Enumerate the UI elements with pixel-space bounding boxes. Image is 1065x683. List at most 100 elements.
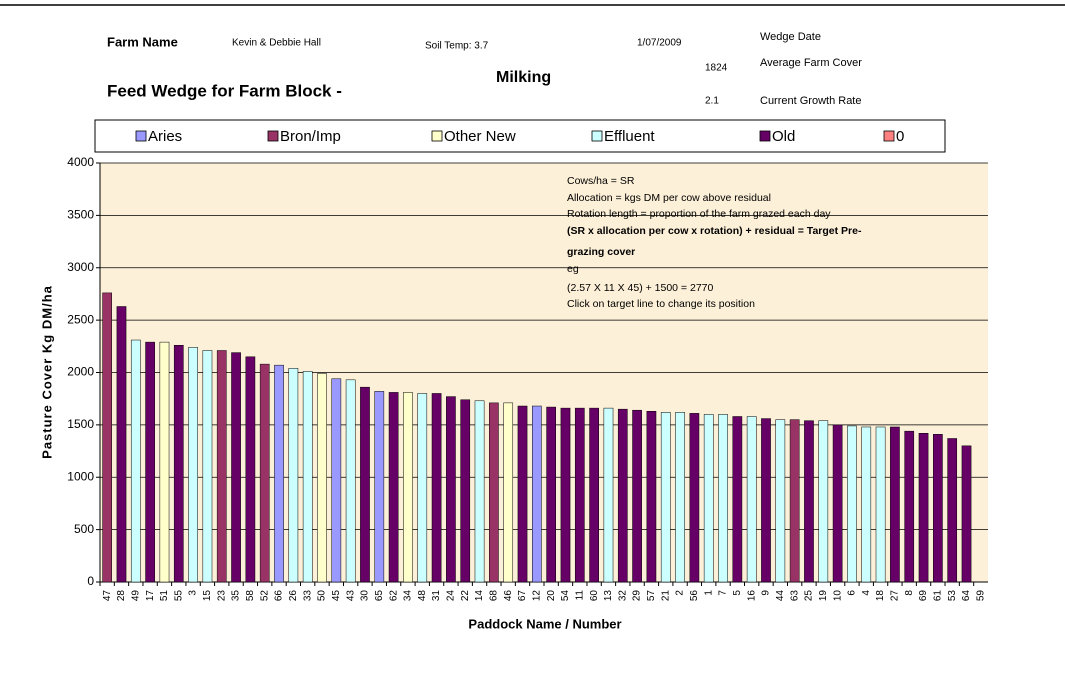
bar — [890, 426, 900, 583]
x-tick-label: 26 — [288, 590, 299, 602]
x-tick-label: 15 — [202, 590, 213, 602]
x-tick-label: 8 — [904, 590, 915, 596]
bar — [789, 419, 800, 583]
bar — [145, 341, 155, 583]
x-tick-label: 28 — [116, 590, 127, 602]
x-tick-label: 22 — [460, 590, 471, 602]
bar — [231, 352, 241, 583]
x-tick-label: 34 — [403, 590, 414, 602]
x-tick-label: 47 — [102, 590, 113, 602]
bar — [632, 409, 642, 583]
x-tick-label: 43 — [345, 590, 356, 602]
bar — [102, 292, 112, 583]
legend-swatch — [431, 130, 443, 142]
y-tick-label: 2000 — [67, 365, 94, 379]
y-tick-label: 3000 — [67, 260, 94, 274]
y-tick-label: 0 — [87, 574, 94, 588]
x-axis-label: Paddock Name / Number — [468, 616, 621, 631]
annotation: grazing cover — [567, 246, 635, 258]
bar — [245, 356, 256, 583]
bar — [374, 391, 385, 583]
x-tick-label: 20 — [546, 590, 557, 602]
annotation: Allocation = kgs DM per cow above residu… — [567, 192, 771, 204]
bar — [460, 399, 471, 583]
x-tick-label: 61 — [933, 590, 944, 602]
bar — [574, 407, 585, 583]
bar — [775, 419, 786, 583]
x-tick-label: 16 — [746, 590, 757, 602]
growth-rate-label: Current Growth Rate — [760, 95, 861, 107]
legend-label: Old — [772, 128, 795, 145]
bar — [660, 412, 671, 583]
annotation: Cows/ha = SR — [567, 175, 635, 187]
annotation: Rotation length = proportion of the farm… — [567, 208, 831, 220]
bar — [589, 407, 599, 583]
x-tick-label: 48 — [417, 590, 428, 602]
legend-label: Bron/Imp — [280, 128, 341, 145]
x-tick-label: 17 — [145, 590, 156, 602]
y-tick-label: 1500 — [67, 417, 94, 431]
x-tick-label: 64 — [961, 590, 972, 602]
bar — [875, 426, 886, 583]
bar — [617, 408, 628, 583]
legend-label: 0 — [896, 128, 904, 145]
bar — [804, 420, 814, 583]
annotation: eg — [567, 263, 579, 275]
x-tick-label: 58 — [245, 590, 256, 602]
x-tick-label: 3 — [188, 590, 199, 596]
bar — [761, 418, 771, 583]
bar — [646, 411, 657, 583]
x-tick-label: 59 — [975, 590, 986, 602]
bar — [560, 407, 571, 583]
annotation: (SR x allocation per cow x rotation) + r… — [567, 225, 862, 237]
bar — [532, 405, 542, 583]
legend-label: Effluent — [604, 128, 655, 145]
x-tick-label: 14 — [474, 590, 485, 602]
bar — [947, 438, 958, 583]
legend-label: Aries — [148, 128, 182, 145]
y-tick-label: 500 — [74, 522, 94, 536]
y-tick-label: 4000 — [67, 155, 94, 169]
wedge-date: 1/07/2009 — [637, 38, 682, 49]
bar — [403, 392, 413, 583]
bar — [603, 407, 614, 583]
annotation: Click on target line to change its posit… — [567, 298, 755, 310]
x-tick-label: 19 — [818, 590, 829, 602]
legend-swatch — [267, 130, 279, 142]
x-tick-label: 27 — [890, 590, 901, 602]
bar — [431, 393, 442, 583]
x-tick-label: 56 — [689, 590, 700, 602]
bar — [116, 306, 127, 583]
x-tick-label: 1 — [703, 590, 714, 596]
y-tick-label: 1000 — [67, 469, 94, 483]
legend-swatch — [135, 130, 147, 142]
bar — [732, 416, 743, 583]
average-cover: 1824 — [705, 63, 728, 74]
x-tick-label: 63 — [789, 590, 800, 602]
x-tick-label: 35 — [231, 590, 242, 602]
x-tick-label: 9 — [761, 590, 772, 596]
bar — [703, 414, 714, 583]
wedge-date-label: Wedge Date — [760, 31, 821, 43]
x-tick-label: 45 — [331, 590, 342, 602]
y-axis-label: Pasture Cover Kg DM/ha — [39, 285, 54, 459]
bar — [546, 406, 556, 583]
x-tick-label: 52 — [259, 590, 270, 602]
x-tick-label: 57 — [646, 590, 657, 602]
x-tick-label: 53 — [947, 590, 958, 602]
bar — [288, 368, 299, 583]
x-tick-label: 7 — [718, 590, 729, 596]
x-tick-label: 55 — [173, 590, 184, 602]
bar — [159, 341, 170, 583]
bar — [832, 424, 843, 583]
bar — [331, 378, 342, 583]
farm-label: Farm Name — [107, 34, 178, 49]
bar — [918, 433, 929, 583]
x-tick-label: 44 — [775, 590, 786, 602]
legend-swatch — [591, 130, 603, 142]
x-tick-label: 12 — [531, 590, 542, 602]
x-tick-label: 30 — [360, 590, 371, 602]
x-tick-label: 5 — [732, 590, 743, 596]
x-tick-label: 51 — [159, 590, 170, 602]
